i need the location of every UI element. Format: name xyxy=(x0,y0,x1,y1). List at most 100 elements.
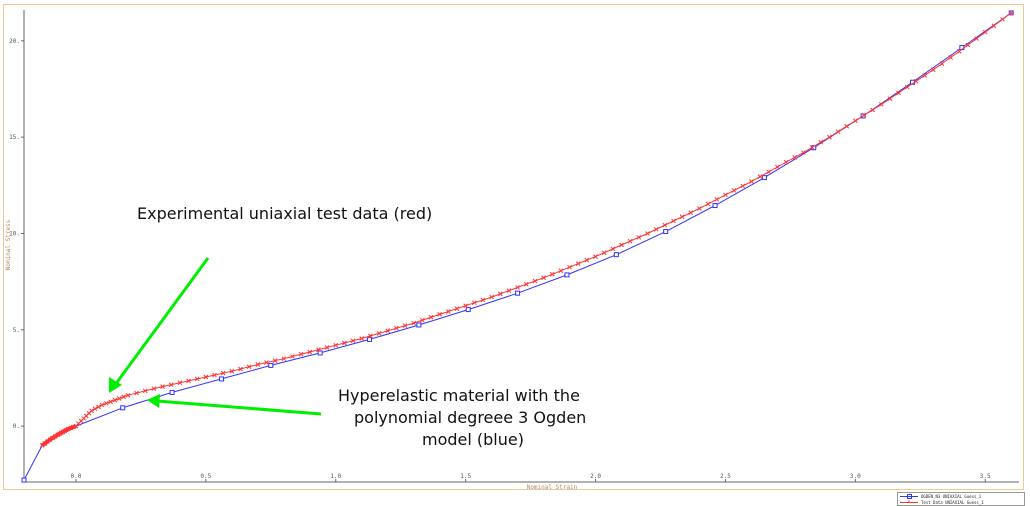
data-point-cross xyxy=(714,197,720,202)
data-point-cross xyxy=(965,42,971,48)
data-point-cross xyxy=(134,390,139,396)
data-point-cross xyxy=(471,300,477,306)
data-point-cross xyxy=(852,118,858,124)
data-point-cross xyxy=(96,404,101,410)
test-data-dense-cluster xyxy=(41,424,77,448)
data-point-cross xyxy=(801,150,806,155)
y-tick-label: 0. xyxy=(13,423,20,430)
legend: OGDEN_N3 UNIAXIAL Guess_1 × Test Data UN… xyxy=(897,492,1025,506)
data-point-cross xyxy=(220,370,226,376)
data-point-cross xyxy=(298,351,304,357)
y-axis-title: Nominal Stress xyxy=(5,219,12,270)
data-point-cross xyxy=(653,226,659,232)
data-point-cross xyxy=(982,29,988,35)
data-point-cross xyxy=(89,408,94,414)
data-point-cross xyxy=(255,362,261,367)
data-point-cross xyxy=(419,317,425,323)
annotation-hyperelastic-text-line2: polynomial degreee 3 Ogden xyxy=(354,408,586,427)
data-point-cross xyxy=(385,328,391,334)
data-point-square xyxy=(663,229,669,235)
data-point-square xyxy=(515,290,521,296)
data-point-cross xyxy=(168,382,174,388)
data-point-cross xyxy=(307,349,313,355)
data-point-cross xyxy=(896,90,901,96)
data-point-cross xyxy=(342,340,347,346)
x-tick-label: 3.5 xyxy=(980,473,991,480)
annotation-experimental-text: Experimental uniaxial test data (red) xyxy=(137,204,432,223)
data-point-cross xyxy=(705,201,711,207)
data-point-cross xyxy=(121,394,126,400)
data-point-square xyxy=(268,362,274,368)
data-point-cross xyxy=(601,250,607,256)
data-point-cross xyxy=(584,257,590,263)
data-point-cross xyxy=(463,303,468,309)
data-point-cross xyxy=(480,297,486,303)
data-point-cross xyxy=(99,402,105,408)
data-point-square xyxy=(564,272,570,278)
data-point-cross xyxy=(783,159,789,165)
data-point-cross xyxy=(212,372,217,378)
x-tick-label: 0.5 xyxy=(200,473,211,480)
data-point-cross xyxy=(913,78,919,84)
data-point-cross xyxy=(757,174,763,179)
data-point-cross xyxy=(930,67,936,73)
data-point-square xyxy=(169,389,175,395)
data-point-cross xyxy=(887,96,893,101)
data-point-cross xyxy=(1000,16,1005,22)
data-point-cross xyxy=(627,238,633,244)
data-point-cross xyxy=(411,320,417,326)
x-tick-label: 0.0 xyxy=(71,473,82,480)
data-point-cross xyxy=(103,400,109,406)
data-point-cross xyxy=(290,354,295,359)
data-point-cross xyxy=(731,188,737,193)
data-point-cross xyxy=(740,183,746,189)
data-point-cross xyxy=(835,129,841,135)
data-point-cross xyxy=(878,102,884,107)
data-point-cross xyxy=(956,49,962,54)
legend-label-ogden: OGDEN_N3 UNIAXIAL Guess_1 xyxy=(921,494,982,499)
data-point-cross xyxy=(766,169,772,175)
data-point-cross xyxy=(575,261,581,267)
y-tick-label: 5. xyxy=(13,327,20,334)
data-point-cross xyxy=(688,210,694,215)
data-point-cross xyxy=(333,342,339,348)
series-1 xyxy=(39,10,1014,448)
data-point-cross xyxy=(974,36,979,41)
data-point-cross xyxy=(281,356,287,362)
data-point-cross xyxy=(662,222,668,228)
data-point-cross xyxy=(645,231,650,236)
data-point-cross xyxy=(376,330,382,336)
data-point-square xyxy=(21,477,27,483)
data-point-square xyxy=(613,252,619,258)
data-point-cross xyxy=(359,336,365,341)
annotations: Experimental uniaxial test data (red) Hy… xyxy=(109,204,586,449)
data-point-cross xyxy=(679,214,685,220)
legend-swatch-ogden xyxy=(900,494,918,499)
data-point-cross xyxy=(826,134,832,140)
data-point-cross xyxy=(991,23,997,29)
annotation-experimental-arrow-head xyxy=(109,377,122,393)
y-tick-label: 15. xyxy=(9,134,20,141)
data-point-cross xyxy=(775,164,780,170)
data-point-cross xyxy=(948,55,953,60)
data-point-cross xyxy=(532,278,538,284)
data-point-cross xyxy=(1008,10,1014,16)
data-point-cross xyxy=(151,386,157,391)
plot-frame xyxy=(3,4,1024,490)
legend-swatch-test: × xyxy=(900,500,918,505)
data-point-cross xyxy=(445,309,451,314)
axis-ticks: 0.0 0.5 1.0 1.5 2.0 2.5 3.0 3.5 0. 5. 10. 15. 20. xyxy=(9,38,991,482)
data-point-cross xyxy=(523,281,529,287)
data-point-cross xyxy=(939,61,945,66)
legend-label-test: Test Data UNIAXIAL Guess_1 xyxy=(921,500,984,505)
data-point-cross xyxy=(368,333,373,339)
data-point-cross xyxy=(792,155,798,160)
data-point-cross xyxy=(142,388,148,394)
data-point-cross xyxy=(437,312,443,317)
x-tick-label: 3.0 xyxy=(850,473,861,480)
annotation-hyperelastic-text-line1: Hyperelastic material with the xyxy=(338,386,580,405)
data-point-cross xyxy=(203,374,209,380)
data-point-square xyxy=(712,203,718,209)
x-tick-label: 1.5 xyxy=(460,473,471,480)
